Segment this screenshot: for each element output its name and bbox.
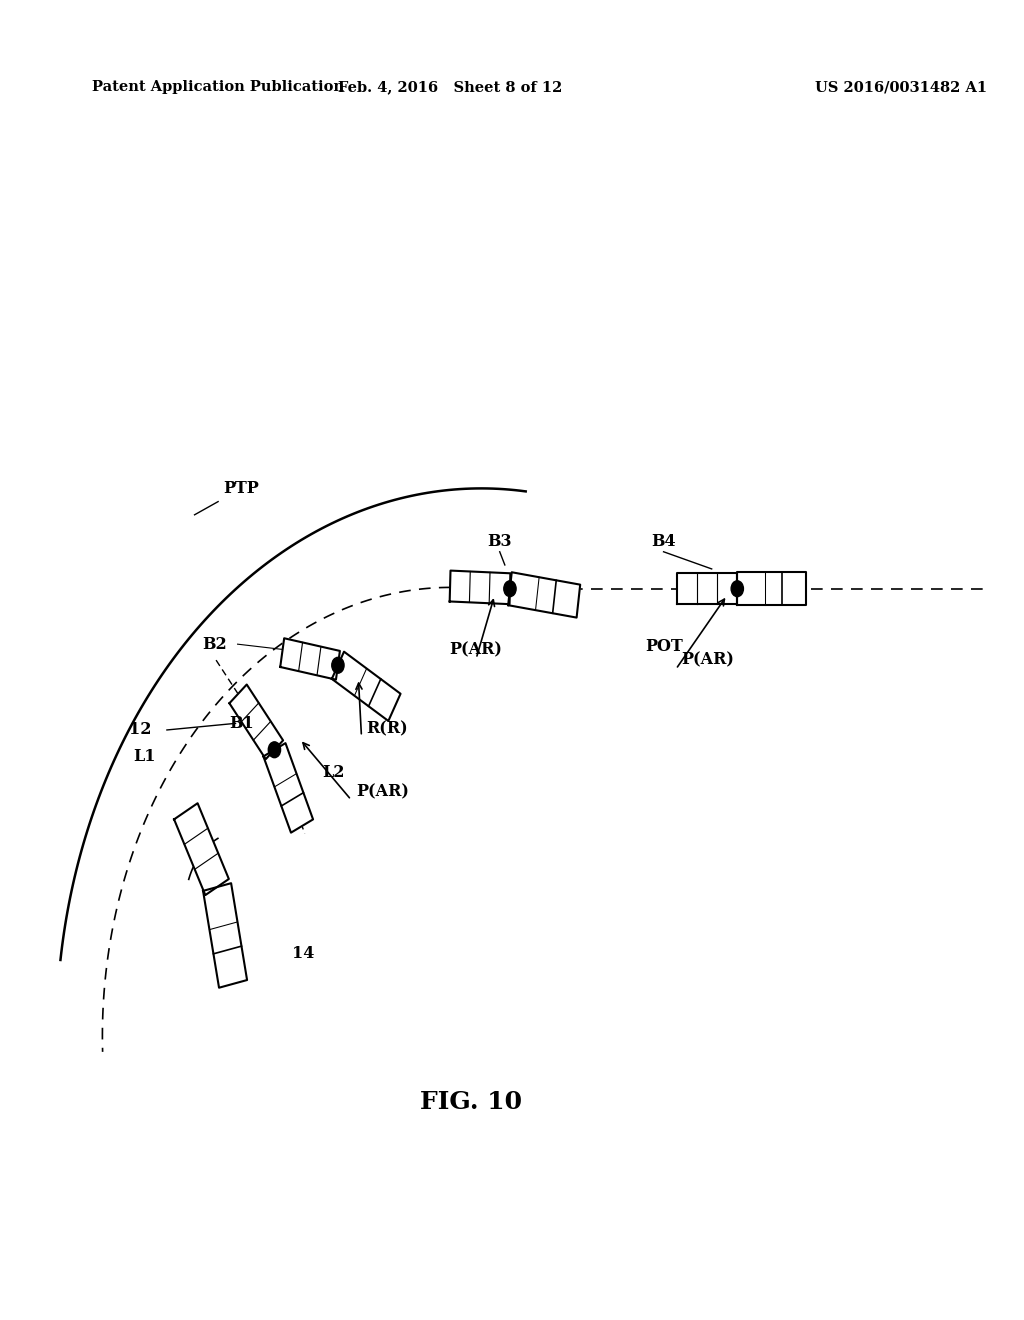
Polygon shape bbox=[203, 883, 247, 987]
Polygon shape bbox=[332, 652, 400, 721]
Text: 12: 12 bbox=[129, 722, 152, 738]
Polygon shape bbox=[281, 639, 340, 680]
Circle shape bbox=[504, 581, 516, 597]
Text: B4: B4 bbox=[651, 533, 676, 549]
Text: US 2016/0031482 A1: US 2016/0031482 A1 bbox=[815, 81, 987, 94]
Text: 14: 14 bbox=[292, 945, 314, 961]
Text: P(AR): P(AR) bbox=[681, 652, 734, 668]
Text: FIG. 10: FIG. 10 bbox=[420, 1090, 522, 1114]
Circle shape bbox=[332, 657, 344, 673]
Text: Feb. 4, 2016   Sheet 8 of 12: Feb. 4, 2016 Sheet 8 of 12 bbox=[338, 81, 563, 94]
Polygon shape bbox=[174, 804, 228, 895]
Text: L2: L2 bbox=[323, 764, 345, 780]
Text: L1: L1 bbox=[133, 748, 156, 764]
Circle shape bbox=[268, 742, 281, 758]
Text: P(AR): P(AR) bbox=[356, 784, 410, 800]
Text: R(R): R(R) bbox=[367, 721, 409, 737]
Polygon shape bbox=[737, 572, 806, 606]
Circle shape bbox=[731, 581, 743, 597]
Polygon shape bbox=[263, 743, 313, 833]
Text: B3: B3 bbox=[487, 533, 512, 549]
Text: B1: B1 bbox=[229, 715, 254, 731]
Polygon shape bbox=[450, 570, 510, 605]
Polygon shape bbox=[508, 573, 581, 618]
Text: PTP: PTP bbox=[223, 480, 259, 496]
Text: Patent Application Publication: Patent Application Publication bbox=[92, 81, 344, 94]
Text: B2: B2 bbox=[203, 636, 227, 652]
Polygon shape bbox=[229, 685, 283, 759]
Text: P(AR): P(AR) bbox=[450, 642, 503, 657]
Text: POT: POT bbox=[645, 639, 683, 655]
Polygon shape bbox=[678, 573, 737, 605]
